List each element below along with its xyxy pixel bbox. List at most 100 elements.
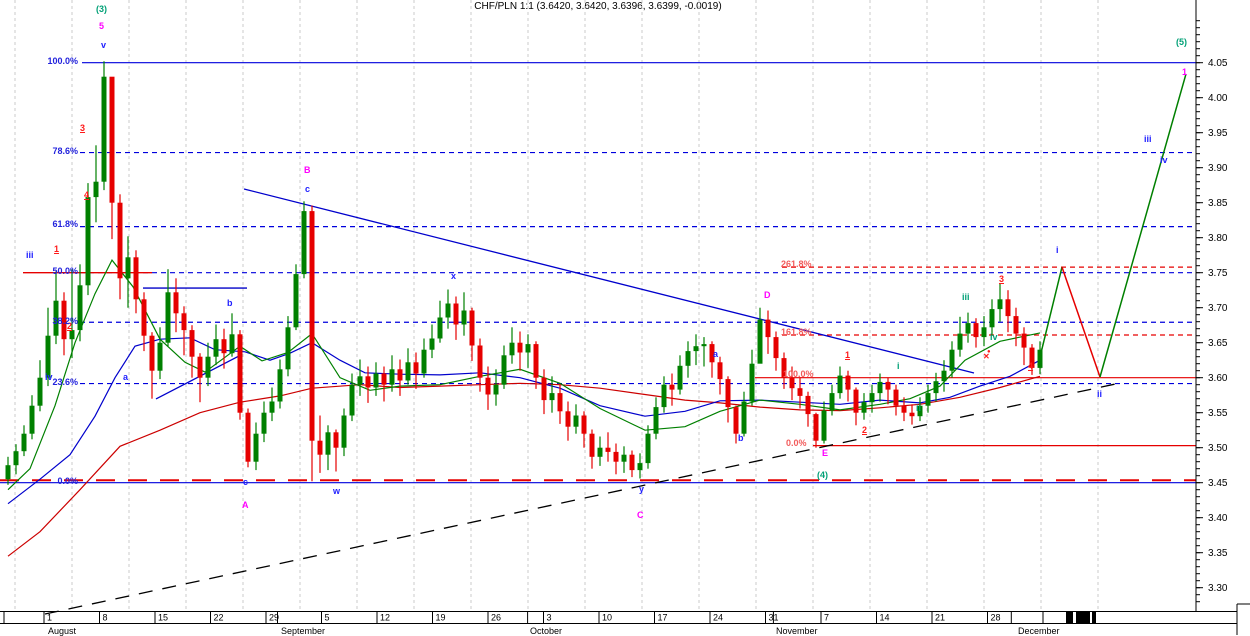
candle[interactable] [293, 274, 299, 328]
candle[interactable] [29, 405, 35, 434]
candle[interactable] [733, 407, 739, 434]
candle[interactable] [69, 330, 75, 340]
candle[interactable] [205, 356, 211, 378]
candle[interactable] [741, 401, 747, 434]
candle[interactable] [925, 393, 931, 406]
candle[interactable] [165, 292, 171, 343]
candle[interactable] [501, 355, 507, 385]
candle[interactable] [717, 362, 723, 380]
candle[interactable] [549, 393, 555, 401]
candle[interactable] [869, 393, 875, 403]
candle[interactable] [797, 388, 803, 396]
candle[interactable] [477, 345, 483, 378]
candle[interactable] [133, 257, 139, 300]
candle[interactable] [525, 344, 531, 353]
candle[interactable] [861, 402, 867, 413]
candle[interactable] [301, 211, 307, 275]
candle[interactable] [917, 405, 923, 417]
candle[interactable] [589, 433, 595, 457]
candle[interactable] [685, 351, 691, 366]
candle[interactable] [653, 407, 659, 434]
candle[interactable] [349, 384, 355, 416]
candle[interactable] [581, 415, 587, 434]
candle[interactable] [949, 349, 955, 371]
candle[interactable] [1013, 316, 1019, 334]
candle[interactable] [437, 317, 443, 339]
candle[interactable] [877, 381, 883, 394]
candle[interactable] [837, 375, 843, 394]
candle[interactable] [661, 384, 667, 408]
candle[interactable] [669, 384, 675, 390]
candle[interactable] [269, 401, 275, 413]
candle[interactable] [237, 334, 243, 413]
candle[interactable] [789, 377, 795, 389]
candle[interactable] [285, 327, 291, 370]
candle[interactable] [101, 76, 107, 182]
candle[interactable] [341, 415, 347, 448]
candle[interactable] [701, 344, 707, 347]
candle[interactable] [941, 370, 947, 382]
candle[interactable] [125, 257, 131, 279]
candle[interactable] [245, 412, 251, 462]
candle[interactable] [621, 454, 627, 462]
candle[interactable] [453, 303, 459, 325]
candle[interactable] [365, 376, 371, 388]
candle[interactable] [973, 323, 979, 338]
candle[interactable] [509, 342, 515, 356]
candle[interactable] [853, 389, 859, 413]
candle[interactable] [445, 303, 451, 318]
candle[interactable] [821, 410, 827, 441]
candle[interactable] [573, 415, 579, 427]
candle[interactable] [813, 414, 819, 441]
candle[interactable] [149, 335, 155, 371]
candle[interactable] [533, 344, 539, 378]
candle[interactable] [693, 346, 699, 352]
candle[interactable] [109, 76, 115, 203]
candle[interactable] [421, 349, 427, 374]
candle[interactable] [221, 339, 227, 354]
candle[interactable] [557, 393, 563, 412]
candle[interactable] [885, 381, 891, 390]
candle[interactable] [493, 384, 499, 395]
candle[interactable] [709, 344, 715, 363]
candle[interactable] [253, 433, 259, 462]
candle[interactable] [605, 447, 611, 452]
candle[interactable] [77, 285, 83, 331]
candle[interactable] [53, 300, 59, 336]
candle[interactable] [781, 358, 787, 378]
candle[interactable] [333, 432, 339, 448]
candle[interactable] [893, 389, 899, 406]
candle[interactable] [13, 451, 19, 466]
candle[interactable] [997, 299, 1003, 310]
candle[interactable] [21, 433, 27, 452]
candle[interactable] [5, 465, 11, 480]
candle[interactable] [85, 197, 91, 286]
candle[interactable] [909, 412, 915, 417]
candle[interactable] [45, 335, 51, 378]
candle[interactable] [413, 362, 419, 374]
candle[interactable] [597, 447, 603, 457]
candle[interactable] [725, 379, 731, 408]
candles[interactable] [5, 61, 1043, 485]
candle[interactable] [629, 454, 635, 471]
candle[interactable] [405, 362, 411, 381]
candle[interactable] [645, 433, 651, 464]
candle[interactable] [141, 299, 147, 336]
candle[interactable] [357, 376, 363, 385]
candle[interactable] [957, 333, 963, 350]
candle[interactable] [1005, 299, 1011, 317]
candle[interactable] [173, 292, 179, 314]
candle[interactable] [157, 342, 163, 371]
candle[interactable] [981, 327, 987, 338]
candle[interactable] [389, 369, 395, 385]
candle[interactable] [317, 440, 323, 455]
candle[interactable] [213, 339, 219, 357]
candle[interactable] [637, 463, 643, 471]
candle[interactable] [37, 377, 43, 406]
candle[interactable] [1029, 347, 1035, 368]
candle[interactable] [373, 373, 379, 388]
candle[interactable] [765, 319, 771, 338]
candle[interactable] [181, 313, 187, 331]
candle[interactable] [757, 319, 763, 364]
